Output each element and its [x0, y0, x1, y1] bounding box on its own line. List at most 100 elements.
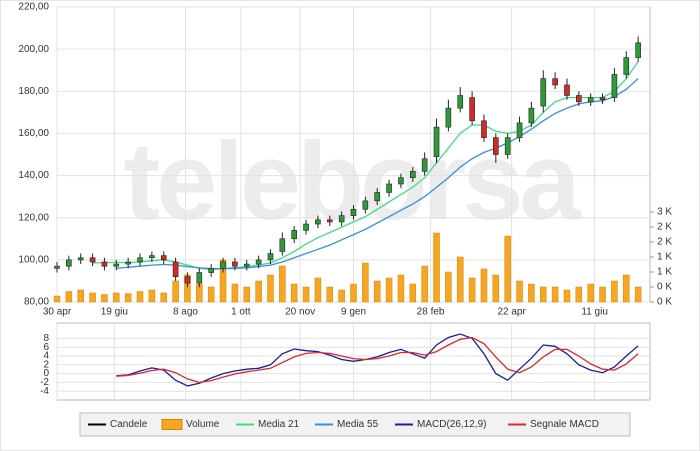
candle-body [243, 263, 250, 267]
legend-swatch [161, 419, 183, 430]
candle-body [611, 74, 618, 98]
x-tick-label: 19 giu [101, 307, 128, 318]
volume-bar [65, 291, 73, 303]
volume-bar [172, 280, 179, 303]
candle-body [421, 158, 428, 172]
candle-body [445, 107, 452, 128]
volume-bar [148, 289, 156, 303]
candle-body [267, 253, 274, 261]
candle-body [172, 261, 179, 278]
volume-bar [350, 283, 357, 303]
volume-bar [456, 256, 464, 303]
y-tick-label: 80,00 [24, 297, 49, 308]
y-tick-label: 140,00 [18, 170, 49, 181]
candle-body [374, 192, 381, 202]
volume-bar [302, 286, 310, 303]
candle-body [409, 171, 416, 178]
candle-body [350, 208, 357, 216]
candle-body [66, 259, 72, 267]
candle-body [338, 215, 345, 223]
candle-body [623, 57, 630, 75]
candle-body [493, 137, 499, 155]
candle-body [398, 177, 404, 185]
watermark: teleborsa [123, 120, 581, 243]
y-tick-label: 2 [43, 359, 49, 370]
volume-bar [492, 274, 500, 303]
volume-bar [504, 235, 511, 303]
y-tick-label: 4 [43, 351, 49, 362]
candle-body [362, 200, 369, 210]
candle-body [113, 263, 120, 267]
volume-bar [362, 262, 369, 303]
volume-bar [563, 289, 571, 303]
volume-bar [89, 292, 96, 303]
volume-bar [373, 280, 381, 303]
candle-body [303, 223, 309, 231]
candle-body [599, 97, 606, 101]
candle-body [160, 255, 167, 261]
volume-bar [599, 286, 606, 303]
candle-body [279, 238, 286, 252]
y2-tick-label: 1 K [657, 252, 672, 263]
candle-body [77, 257, 84, 261]
volume-bar [160, 292, 167, 303]
candle-body [576, 95, 582, 103]
y2-tick-label: 2 K [657, 237, 672, 248]
legend-label: Media 21 [258, 419, 300, 430]
x-tick-label: 9 gen [341, 307, 366, 318]
volume-bar [53, 295, 61, 303]
candle-body [457, 95, 464, 109]
x-tick-label: 28 feb [417, 307, 445, 318]
candle-body [255, 259, 262, 265]
candle-body [149, 255, 155, 259]
candle-body [504, 137, 511, 155]
volume-bar [77, 289, 84, 303]
candle-body [326, 219, 333, 223]
volume-bar [409, 283, 417, 303]
candle-body [101, 261, 108, 267]
line-series [92, 61, 639, 270]
candle-body [433, 126, 440, 157]
volume-bar [445, 271, 452, 303]
candle-body [587, 97, 594, 103]
volume-bar [326, 286, 334, 303]
candle-body [635, 42, 641, 58]
y2-tick-label: 2 K [657, 222, 672, 233]
candle-body [220, 261, 226, 269]
y-tick-label: -2 [40, 377, 49, 388]
volume-bar [634, 286, 642, 303]
y-tick-label: 100,00 [18, 254, 49, 265]
candle-body [552, 78, 558, 86]
legend-label: MACD(26,12,9) [417, 419, 486, 430]
candle-body [54, 265, 60, 269]
y-tick-label: 160,00 [18, 128, 49, 139]
volume-bar [433, 232, 440, 303]
candle-body [232, 261, 238, 267]
volume-bar [587, 283, 594, 303]
candle-body [469, 97, 475, 122]
y2-tick-label: 0 K [657, 297, 672, 308]
volume-bar [575, 286, 583, 303]
candle-body [196, 272, 203, 284]
volume-bar [623, 274, 630, 303]
volume-bar [255, 280, 262, 303]
volume-bar [290, 283, 298, 303]
volume-bar [421, 265, 428, 303]
candle-body [125, 261, 131, 265]
volume-bar [528, 283, 535, 303]
volume-bar [480, 268, 488, 303]
volume-bar [468, 277, 476, 303]
legend-label: Segnale MACD [530, 419, 599, 430]
candle-body [208, 267, 214, 273]
candle-body [386, 183, 392, 193]
line-series [116, 78, 639, 270]
volume-bar [231, 283, 239, 303]
y2-tick-label: 0 K [657, 282, 672, 293]
candle-body [184, 276, 191, 284]
x-tick-label: 20 nov [285, 307, 315, 318]
volume-bar [516, 280, 523, 303]
x-tick-label: 1 ott [231, 307, 251, 318]
y-tick-label: 8 [43, 333, 49, 344]
volume-bar [207, 286, 215, 303]
